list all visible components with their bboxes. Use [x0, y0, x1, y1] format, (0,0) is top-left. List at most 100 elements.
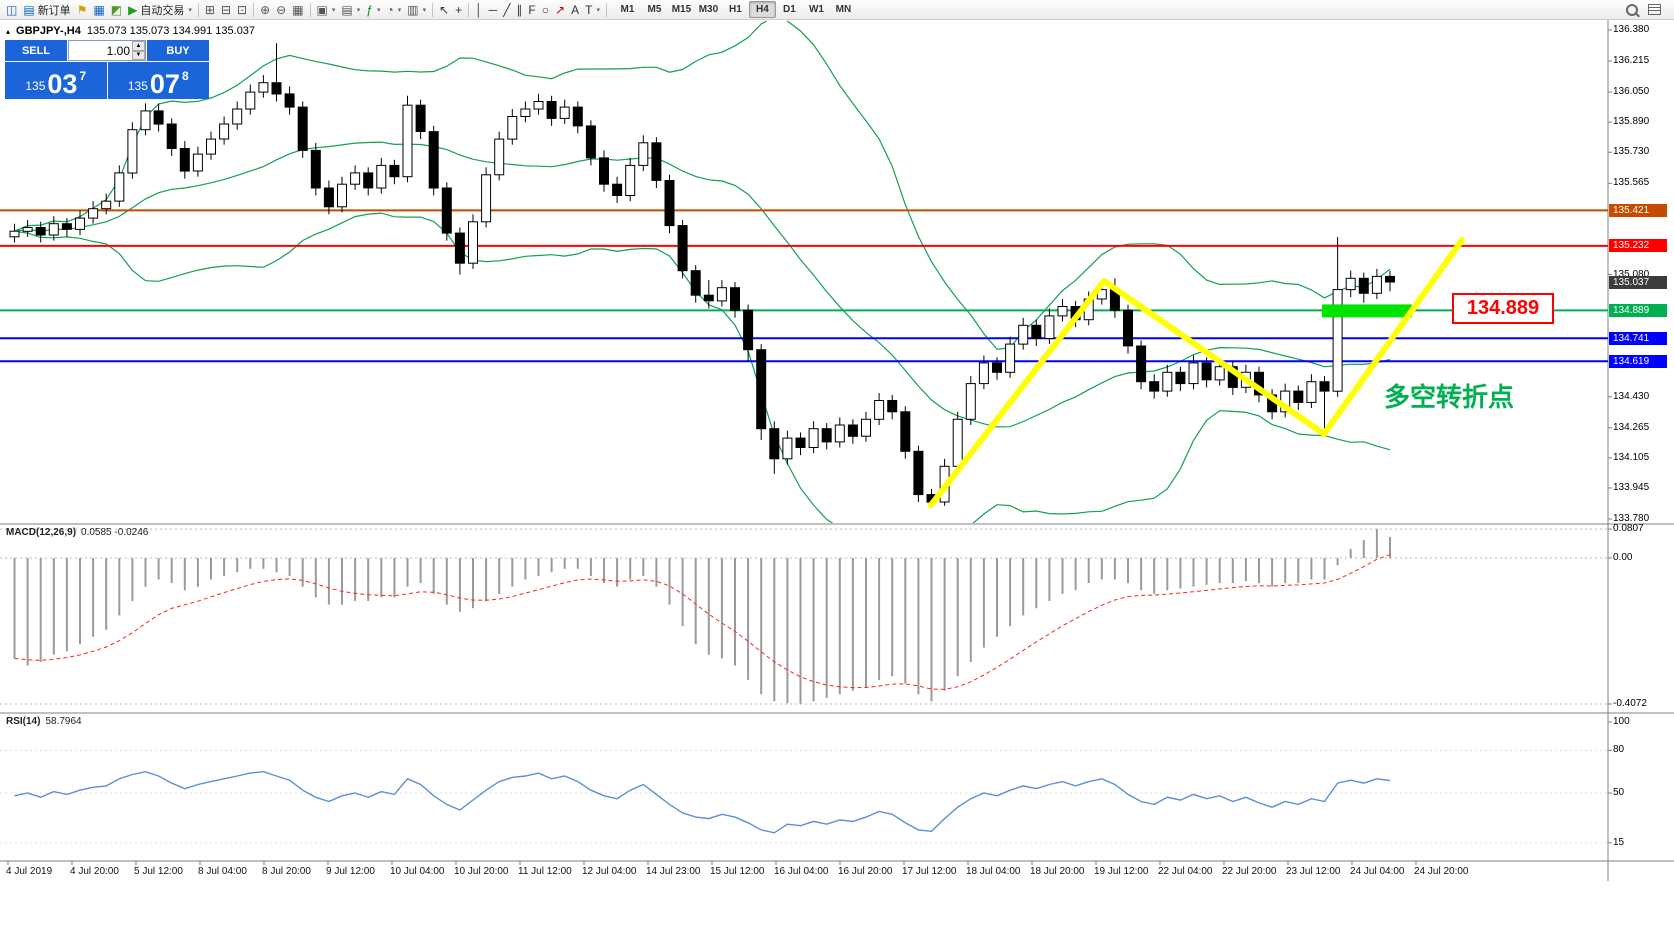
timeframe-mn-button[interactable]: MN — [830, 1, 857, 18]
timeframe-m1-button[interactable]: M1 — [614, 1, 641, 18]
price-scale-label: -0.4072 — [1613, 698, 1647, 710]
toolbar-right-group — [1626, 3, 1661, 16]
price-scale-label: 133.780 — [1613, 513, 1650, 524]
navigator-icon[interactable]: ◩ — [108, 1, 125, 19]
timeframe-d1-button[interactable]: D1 — [776, 1, 803, 18]
market-watch-icon[interactable]: ⚑ — [74, 1, 91, 19]
grid-icon: ▦ — [292, 2, 304, 17]
chevron-down-icon: ▾ — [397, 6, 402, 14]
toolbar-separator — [197, 2, 199, 17]
time-scale-label: 24 Jul 04:00 — [1350, 866, 1405, 877]
search-icon[interactable] — [1626, 3, 1638, 16]
quote-collapse-icon[interactable]: ▴ — [6, 26, 11, 36]
toolbar-separator — [309, 2, 311, 17]
volume-up-icon[interactable]: ▲ — [132, 41, 145, 51]
cursor-icon[interactable]: ↖ — [436, 1, 452, 19]
toolbar-left-group: ◫ ▤ 新订单 ⚑ ▦ ◩ ▶ 自动交易 ▾ ⊞ ⊟ ⊡ ⊕ ⊖ ▦ ▣ ▾ ▤ ▾ ƒ ▾ ◔ ▾ ▥ ▾ ↖ + │ ─ ╱ ∥ F ○ ↗ A… — [3, 1, 610, 19]
price-scale-label: 135.565 — [1613, 177, 1650, 189]
time-scale-label: 4 Jul 2019 — [6, 866, 53, 877]
volume-stepper: ▲ ▼ — [132, 41, 145, 60]
quote-line: ▴ GBPJPY-,H4 135.073 135.073 134.991 135… — [6, 25, 255, 37]
chevron-down-icon: ▾ — [596, 6, 600, 14]
zoom-in-icon[interactable]: ⊕ — [257, 1, 273, 19]
autotrading-button[interactable]: ▶ 自动交易 ▾ — [125, 1, 195, 19]
periods-icon: ◔ — [386, 2, 394, 17]
cursor-icon: ↖ — [439, 2, 450, 17]
crosshair-icon[interactable]: + — [452, 1, 465, 19]
timeframe-m30-button[interactable]: M30 — [695, 1, 722, 18]
zoom-out-icon[interactable]: ⊖ — [273, 1, 289, 19]
shapes-icon[interactable]: ○ — [539, 1, 552, 19]
price-scale-label: 134.430 — [1613, 390, 1650, 402]
price-scale-label: 135.890 — [1613, 116, 1650, 128]
time-scale-label: 10 Jul 04:00 — [390, 866, 445, 877]
price-scale-label: 136.380 — [1613, 24, 1650, 35]
turning-point-annotation[interactable]: 多空转折点 — [1384, 382, 1515, 412]
arrows-icon[interactable]: ↗ — [552, 1, 568, 19]
vertical-line-icon[interactable]: │ — [472, 1, 486, 19]
text-icon[interactable]: A — [568, 1, 582, 19]
sell-label[interactable]: SELL — [5, 40, 67, 61]
rsi-name: RSI(14) — [6, 716, 41, 727]
toolbar-separator — [432, 2, 434, 17]
sell-price-button[interactable]: 135 03 7 — [5, 62, 107, 99]
buy-price-button[interactable]: 135 07 8 — [107, 62, 209, 100]
time-scale-label: 12 Jul 04:00 — [582, 866, 637, 877]
timeframe-w1-button[interactable]: W1 — [803, 1, 830, 18]
toolbar-separator — [605, 2, 607, 17]
chevron-down-icon: ▾ — [188, 6, 192, 14]
buy-price-prefix: 135 — [127, 79, 148, 93]
indicators-icon[interactable]: ƒ ▾ — [363, 1, 383, 19]
new-order-button[interactable]: ▤ 新订单 — [20, 1, 73, 19]
price-scale-label: 0.0807 — [1613, 523, 1644, 535]
horizontal-line-icon[interactable]: ─ — [486, 1, 501, 19]
volume-input[interactable] — [69, 41, 132, 60]
new-chart-icon[interactable]: ▣ ▾ — [314, 1, 339, 19]
time-scale-label: 22 Jul 20:00 — [1222, 866, 1277, 877]
market-watch-icon: ⚑ — [76, 2, 88, 17]
new-chart-icon: ▣ — [316, 2, 328, 17]
macd-label: MACD(12,26,9) 0.0585 -0.0246 — [6, 527, 148, 538]
grid-icon[interactable]: ▦ — [289, 1, 306, 19]
templates-icon[interactable]: ▥ ▾ — [404, 1, 429, 19]
price-scale-label: 136.050 — [1613, 86, 1650, 98]
profiles-icon[interactable]: ▤ ▾ — [338, 1, 363, 19]
time-scale-label: 15 Jul 12:00 — [710, 866, 765, 877]
equidistant-channel-icon: ∥ — [516, 2, 523, 17]
arrange-windows-icon[interactable]: ⊡ — [234, 1, 250, 19]
text-label-icon[interactable]: T ▾ — [582, 1, 603, 19]
quick-panel-icon[interactable] — [1648, 4, 1661, 15]
price-tag-135.232: 135.232 — [1609, 239, 1667, 253]
timeframe-h1-button[interactable]: H1 — [722, 1, 749, 18]
price-scale-label: 135.080 — [1613, 268, 1650, 280]
new-order-button-label: 新订单 — [37, 4, 71, 17]
price-tag-134.741: 134.741 — [1609, 331, 1667, 345]
timeframe-m5-button[interactable]: M5 — [641, 1, 668, 18]
macd-values: 0.0585 -0.0246 — [81, 527, 149, 538]
tile-windows-icon[interactable]: ⊞ — [202, 1, 218, 19]
symbol-period-label: GBPJPY-,H4 — [16, 25, 81, 37]
price-annotation-box[interactable]: 134.889 — [1452, 293, 1554, 324]
time-scale-label: 11 Jul 12:00 — [518, 866, 572, 877]
time-scale-label: 22 Jul 04:00 — [1158, 866, 1213, 877]
trendline-icon: ╱ — [503, 2, 511, 17]
trendline-icon[interactable]: ╱ — [500, 1, 513, 19]
buy-price-sup: 8 — [181, 69, 189, 83]
sell-price-prefix: 135 — [25, 79, 46, 93]
chart-window-icon[interactable]: ▦ — [90, 1, 107, 19]
periods-icon[interactable]: ◔ ▾ — [383, 1, 404, 19]
timeframe-h4-button[interactable]: H4 — [748, 1, 776, 18]
fibonacci-icon[interactable]: F — [525, 1, 538, 19]
app-logo-icon[interactable]: ◫ — [3, 1, 20, 19]
buy-price-big: 07 — [149, 69, 180, 100]
cascade-windows-icon[interactable]: ⊟ — [218, 1, 234, 19]
timeframe-m15-button[interactable]: M15 — [668, 1, 695, 18]
shapes-icon: ○ — [541, 2, 550, 17]
buy-label[interactable]: BUY — [147, 40, 209, 61]
volume-down-icon[interactable]: ▼ — [132, 50, 145, 60]
equidistant-channel-icon[interactable]: ∥ — [513, 1, 525, 19]
indicators-icon: ƒ — [366, 2, 373, 17]
price-scale-label: 15 — [1613, 836, 1625, 848]
time-scale-label: 5 Jul 12:00 — [134, 866, 183, 877]
